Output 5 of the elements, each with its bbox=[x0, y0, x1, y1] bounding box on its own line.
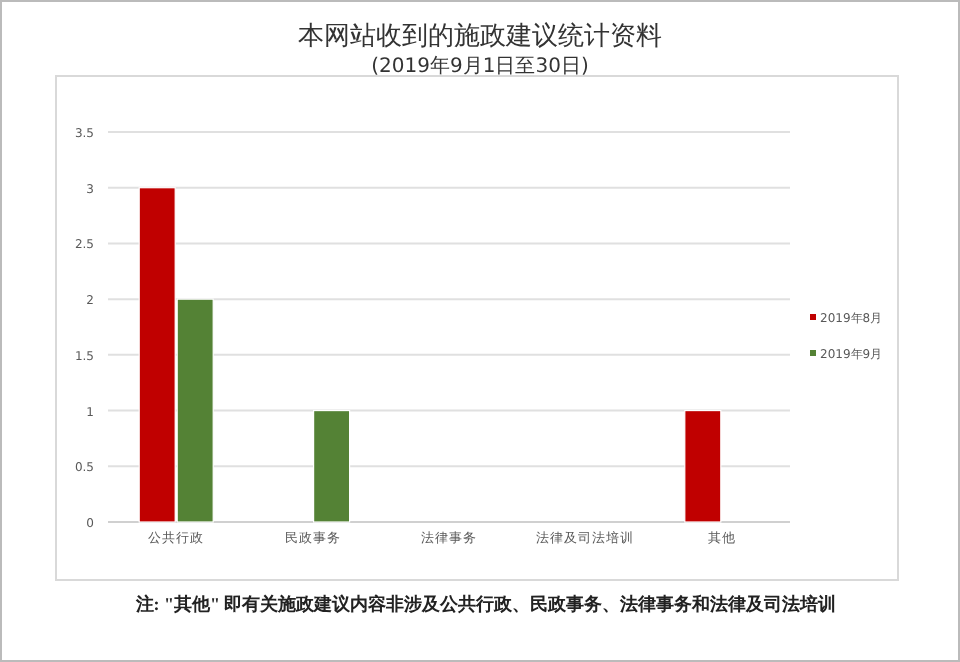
bar bbox=[313, 409, 351, 523]
bar bbox=[684, 409, 722, 523]
text: 注: "其他" 即有关施政建议内容非涉及公共行政、民政事务、法律事务和法律及司法培训 bbox=[133, 594, 837, 614]
chart-title: 本网站收到的施政建议统计资料 bbox=[298, 22, 662, 52]
chart-subtitle: (2019年9月1日至30日) bbox=[371, 54, 589, 78]
